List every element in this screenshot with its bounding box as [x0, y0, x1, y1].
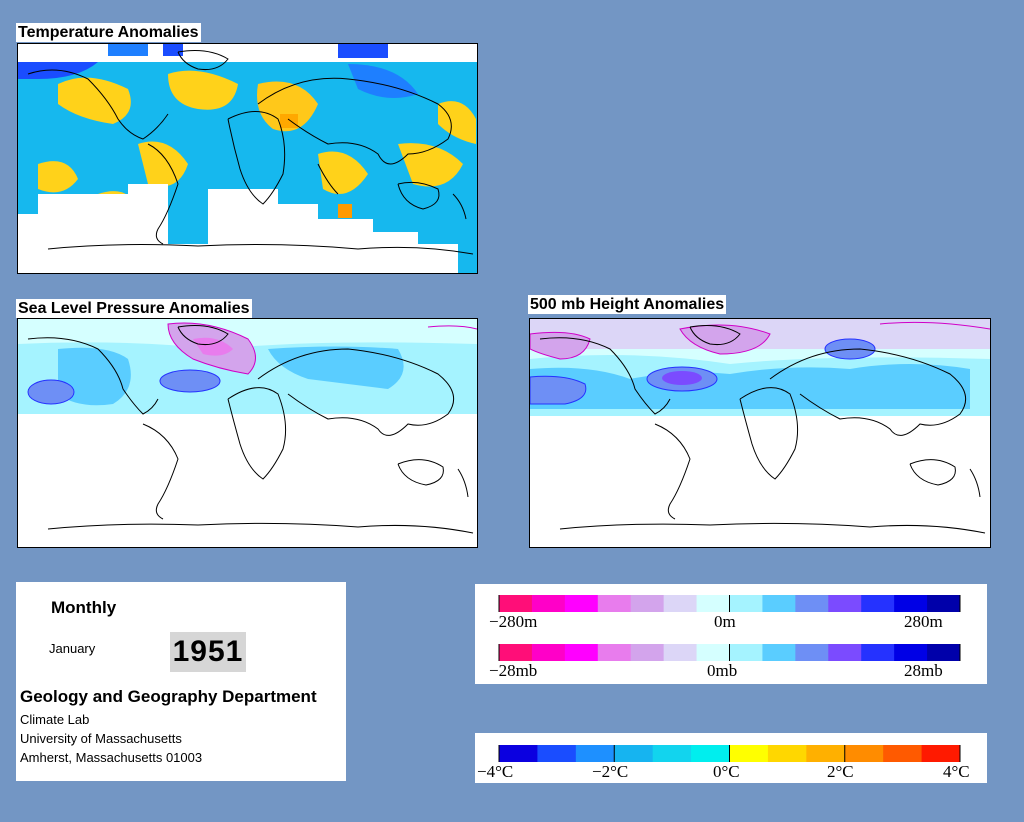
pressure-scale-swatch — [531, 644, 566, 661]
pressure-scale-swatch — [828, 644, 862, 661]
temperature-scale-swatch — [844, 745, 884, 762]
temperature-scale-swatch — [883, 745, 923, 762]
department-name: Geology and Geography Department — [20, 687, 317, 706]
pressure-scale-swatch — [729, 644, 763, 661]
height-max-label: 280m — [904, 612, 943, 631]
pressure-scale-swatch — [894, 644, 928, 661]
pressure-scale-swatch — [630, 644, 665, 661]
height-min-label: −280m — [489, 612, 538, 631]
height-scale-swatch — [499, 595, 533, 612]
pressure-scale-swatch — [499, 644, 533, 661]
address-line: Amherst, Massachusetts 01003 — [20, 750, 203, 765]
height-scale-swatch — [762, 595, 796, 612]
slp-map — [17, 318, 478, 548]
pressure-scale-swatch — [564, 644, 599, 661]
frequency-label: Monthly — [51, 598, 117, 617]
pressure-scale-swatch — [795, 644, 829, 661]
slp-title: Sea Level Pressure Anomalies — [16, 299, 252, 318]
pressure-scale-swatch — [927, 644, 961, 661]
coastlines — [27, 325, 474, 534]
coastlines — [27, 50, 474, 255]
temp-label-minus2: −2°C — [592, 762, 629, 781]
temp-label-2: 2°C — [827, 762, 854, 781]
temperature-scale-swatch — [767, 745, 807, 762]
temperature-scale-swatch — [652, 745, 692, 762]
temperature-scale-swatch — [614, 745, 654, 762]
pressure-max-label: 28mb — [904, 661, 943, 680]
height-scale-swatch — [564, 595, 599, 612]
height-scale-swatch — [696, 595, 730, 612]
pressure-scale-swatch — [663, 644, 698, 661]
temp-label-0: 0°C — [713, 762, 740, 781]
missing-data-area — [18, 184, 458, 273]
pressure-scale-swatch — [597, 644, 632, 661]
temperature-color-bar — [498, 745, 961, 762]
anomaly-legend: −280m 0m 280m −28mb 0mb 28mb — [475, 584, 987, 684]
year-display: 1951 — [170, 632, 246, 672]
height-scale-swatch — [795, 595, 829, 612]
pressure-zero-label: 0mb — [707, 661, 738, 680]
temp-label-minus4: −4°C — [477, 762, 514, 781]
height-scale-swatch — [531, 595, 566, 612]
height-scale-swatch — [861, 595, 895, 612]
lab-name: Climate Lab — [20, 712, 90, 727]
temperature-map — [17, 43, 478, 274]
height-scale-swatch — [828, 595, 862, 612]
temperature-scale-swatch — [537, 745, 577, 762]
temperature-scale-swatch — [729, 745, 769, 762]
temperature-scale-swatch — [499, 745, 538, 762]
temperature-title: Temperature Anomalies — [16, 23, 201, 42]
temperature-scale-swatch — [921, 745, 961, 762]
temperature-legend: −4°C −2°C 0°C 2°C 4°C — [475, 733, 987, 783]
height-scale-swatch — [894, 595, 928, 612]
temperature-scale-swatch — [691, 745, 730, 762]
height-zero-label: 0m — [714, 612, 736, 631]
pressure-scale-swatch — [762, 644, 796, 661]
height-title: 500 mb Height Anomalies — [528, 295, 727, 314]
coastlines — [539, 325, 986, 534]
university-name: University of Massachusetts — [20, 731, 182, 746]
height-map — [529, 318, 991, 548]
pressure-scale-swatch — [696, 644, 730, 661]
height-scale-swatch — [597, 595, 632, 612]
temp-label-4: 4°C — [943, 762, 970, 781]
anomaly-color-bars — [498, 595, 961, 661]
height-scale-swatch — [927, 595, 961, 612]
height-scale-swatch — [729, 595, 763, 612]
pressure-scale-swatch — [861, 644, 895, 661]
info-panel: Monthly January 1951 Geology and Geograp… — [16, 582, 346, 781]
temperature-scale-swatch — [806, 745, 846, 762]
height-scale-swatch — [663, 595, 698, 612]
height-scale-swatch — [630, 595, 665, 612]
pressure-min-label: −28mb — [489, 661, 538, 680]
temperature-scale-swatch — [575, 745, 615, 762]
month-label: January — [49, 641, 96, 656]
